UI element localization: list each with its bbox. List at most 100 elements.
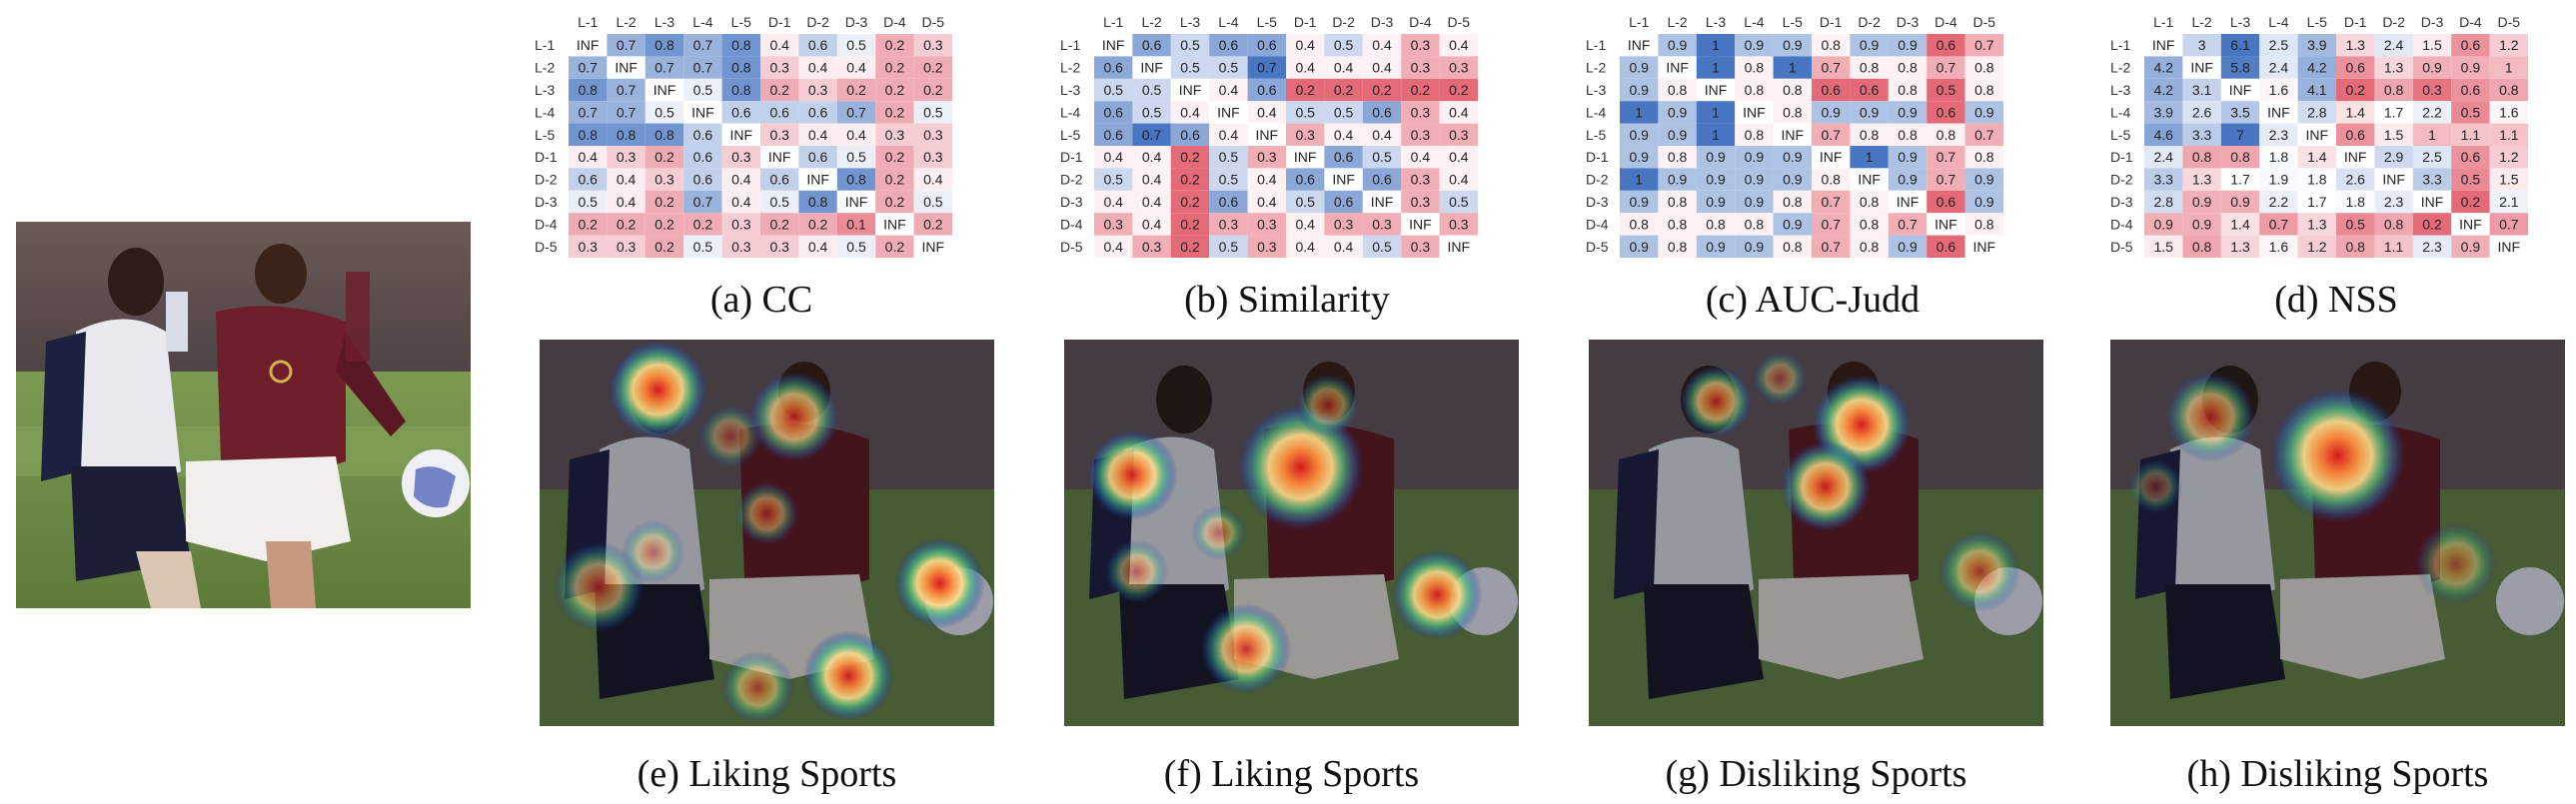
cell-value: INF xyxy=(1705,82,1728,98)
cell-value: 1.7 xyxy=(2307,194,2327,210)
matrix-cell xyxy=(1812,123,1851,146)
row-label: D-2 xyxy=(535,172,558,188)
matrix-cell xyxy=(683,34,722,57)
matrix-cell xyxy=(2374,146,2413,169)
matrix-cell xyxy=(1209,123,1248,146)
matrix-cell xyxy=(1401,235,1440,258)
matrix-cell xyxy=(2182,123,2221,146)
cell-value: 0.4 xyxy=(1142,149,1162,165)
matrix-cell xyxy=(1094,123,1133,146)
matrix-cell xyxy=(2374,213,2413,236)
cell-value: 0.9 xyxy=(1745,172,1765,188)
cell-value: INF xyxy=(1332,172,1355,188)
row-label: L-3 xyxy=(535,82,555,98)
cell-value: 0.4 xyxy=(1219,82,1239,98)
matrix-cell xyxy=(1209,34,1248,57)
cell-value: 0.7 xyxy=(2499,216,2519,232)
cell-value: 0.9 xyxy=(1783,172,1803,188)
column-label: D-4 xyxy=(1934,14,1957,30)
matrix-cell xyxy=(607,213,645,236)
matrix-cell xyxy=(569,213,608,236)
column-label: L-3 xyxy=(2230,14,2250,30)
matrix-cell xyxy=(875,123,914,146)
matrix-cell xyxy=(2336,123,2375,146)
matrix-cell xyxy=(760,56,799,79)
matrix-cell xyxy=(2220,78,2260,102)
matrix-cell xyxy=(1094,34,1133,57)
matrix-cell xyxy=(760,78,799,102)
cell-value: 0.6 xyxy=(1372,104,1392,120)
row-label: D-1 xyxy=(2110,149,2133,165)
cell-value: 0.6 xyxy=(1103,60,1123,76)
matrix-cell xyxy=(2489,190,2528,214)
cell-value: INF xyxy=(1409,216,1432,232)
matrix-cell xyxy=(1658,168,1697,191)
cell-value: 1 xyxy=(1789,60,1797,76)
matrix-cell xyxy=(1620,213,1659,236)
cell-value: 0.6 xyxy=(769,104,789,120)
matrix-cell xyxy=(1735,101,1774,124)
cell-value: 0.7 xyxy=(1974,37,1994,53)
column-label: D-4 xyxy=(883,14,906,30)
cell-value: 0.8 xyxy=(1936,127,1956,143)
matrix-cell xyxy=(2489,123,2528,146)
matrix-cell xyxy=(1170,123,1210,146)
cell-value: 0.3 xyxy=(731,239,751,255)
matrix-cell xyxy=(2451,168,2490,191)
cell-value: 0.3 xyxy=(923,149,943,165)
cell-value: 0.6 xyxy=(1257,37,1277,53)
fixation-blob xyxy=(1086,428,1178,520)
cell-value: 0.2 xyxy=(654,216,674,232)
matrix-cell xyxy=(1362,78,1402,102)
matrix-cell xyxy=(1209,146,1248,169)
row-label: L-5 xyxy=(2110,127,2130,143)
matrix-cell xyxy=(1620,168,1659,191)
cell-value: 2.5 xyxy=(2422,149,2442,165)
fixation-blob xyxy=(1752,351,1808,405)
matrix-cell xyxy=(1658,235,1697,258)
matrix-cell xyxy=(607,56,645,79)
matrix-cell xyxy=(2451,123,2490,146)
matrix-cell xyxy=(607,146,645,169)
cell-value: 0.4 xyxy=(1372,37,1392,53)
cell-value: 1.5 xyxy=(2422,37,2442,53)
cell-value: 0.8 xyxy=(1629,216,1649,232)
cell-value: 0.3 xyxy=(1103,216,1123,232)
matrix-cell xyxy=(1247,168,1286,191)
cell-value: 0.5 xyxy=(1180,60,1200,76)
cell-value: 0.8 xyxy=(617,127,637,143)
cell-value: 4.2 xyxy=(2307,60,2327,76)
matrix-cell xyxy=(1888,190,1928,214)
matrix-cell xyxy=(1735,34,1774,57)
matrix-cell xyxy=(721,34,760,57)
column-label: L-5 xyxy=(2307,14,2327,30)
matrix-cell xyxy=(2144,56,2183,79)
row-label: D-4 xyxy=(535,216,558,232)
cell-value: 0.9 xyxy=(1629,82,1649,98)
cell-value: 7 xyxy=(2236,127,2244,143)
matrix-cell xyxy=(683,56,722,79)
matrix-cell xyxy=(2451,34,2490,57)
column-label: L-2 xyxy=(1141,14,1161,30)
matrix-cell xyxy=(1888,146,1928,169)
cell-value: 0.4 xyxy=(808,60,828,76)
cell-value: 1.4 xyxy=(2230,216,2250,232)
cell-value: 0.8 xyxy=(1974,60,1994,76)
cell-value: 0.8 xyxy=(1668,194,1688,210)
cell-value: 2.9 xyxy=(2384,149,2404,165)
cell-value: 0.5 xyxy=(1219,239,1239,255)
matrix-cell xyxy=(2451,146,2490,169)
matrix-cell xyxy=(1247,101,1286,124)
matrix-cell xyxy=(1094,235,1133,258)
matrix-cell xyxy=(1927,56,1965,79)
matrix-cell xyxy=(1247,235,1286,258)
column-label: D-2 xyxy=(806,14,829,30)
matrix-cell xyxy=(2144,101,2183,124)
cell-value: 0.4 xyxy=(808,127,828,143)
matrix-cell xyxy=(798,56,837,79)
fixation-blob xyxy=(2269,387,2406,524)
matrix-cell xyxy=(2489,78,2528,102)
matrix-cell xyxy=(2144,34,2183,57)
cell-value: 0.2 xyxy=(1411,82,1431,98)
cell-value: 0.5 xyxy=(654,104,674,120)
